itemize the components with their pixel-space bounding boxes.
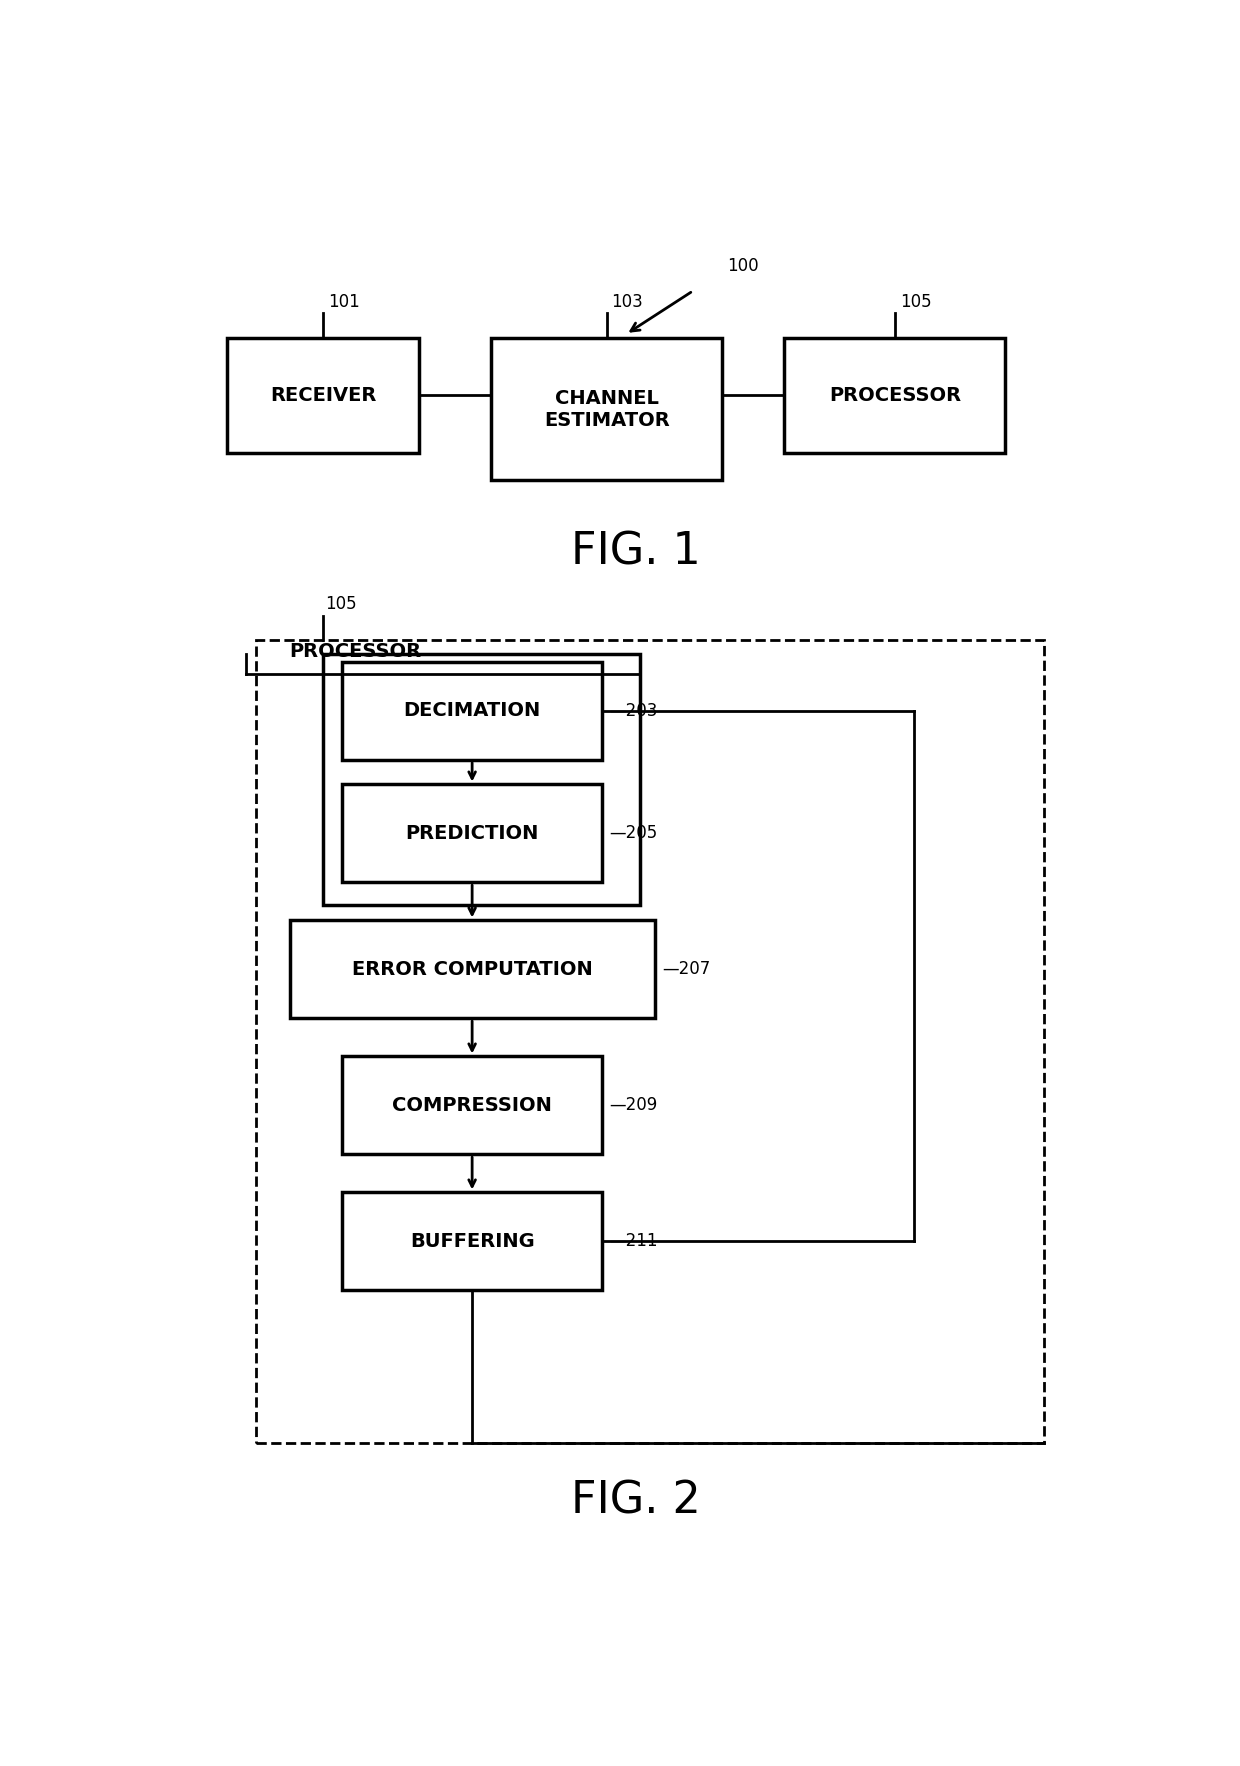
Text: BUFFERING: BUFFERING	[409, 1233, 534, 1250]
Bar	[342, 662, 601, 759]
Bar	[255, 641, 1044, 1443]
Text: —209: —209	[610, 1097, 657, 1114]
Text: —203: —203	[610, 701, 658, 721]
Bar	[785, 337, 1006, 454]
Text: —211: —211	[610, 1233, 658, 1250]
Bar	[342, 1192, 601, 1291]
Bar	[342, 1056, 601, 1155]
Text: 105: 105	[900, 293, 931, 311]
Text: ERROR COMPUTATION: ERROR COMPUTATION	[352, 961, 593, 978]
Bar	[491, 337, 722, 480]
Bar	[290, 920, 655, 1019]
Text: PROCESSOR: PROCESSOR	[290, 641, 422, 660]
Text: PREDICTION: PREDICTION	[405, 825, 539, 842]
Text: 101: 101	[327, 293, 360, 311]
Text: FIG. 2: FIG. 2	[570, 1480, 701, 1522]
Text: CHANNEL
ESTIMATOR: CHANNEL ESTIMATOR	[544, 389, 670, 429]
Text: COMPRESSION: COMPRESSION	[392, 1097, 552, 1114]
Text: PROCESSOR: PROCESSOR	[828, 387, 961, 404]
Bar	[324, 653, 640, 906]
Text: —207: —207	[662, 961, 711, 978]
Text: 105: 105	[325, 595, 357, 613]
Bar	[342, 784, 601, 883]
Text: 103: 103	[611, 293, 644, 311]
Text: 100: 100	[727, 258, 759, 275]
Text: —205: —205	[610, 825, 657, 842]
Bar	[227, 337, 419, 454]
Text: RECEIVER: RECEIVER	[270, 387, 377, 404]
Text: DECIMATION: DECIMATION	[403, 701, 541, 721]
Text: FIG. 1: FIG. 1	[570, 530, 701, 574]
